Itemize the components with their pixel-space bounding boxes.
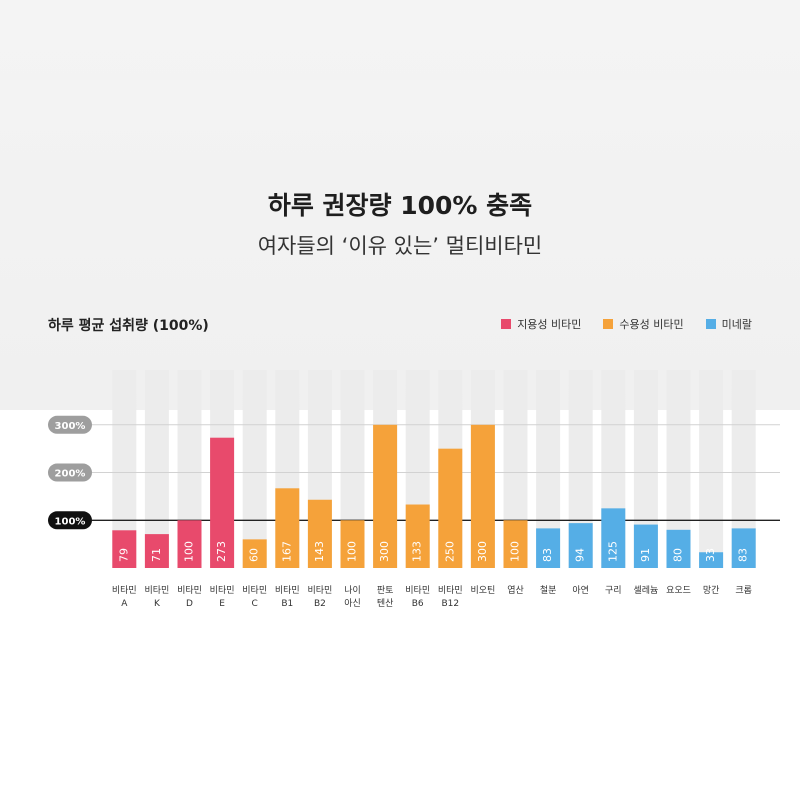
bar xyxy=(242,539,267,568)
category-label: 셀레늄 xyxy=(633,585,658,596)
reference-pill xyxy=(48,463,92,482)
bar xyxy=(275,488,300,568)
bar xyxy=(633,524,658,568)
legend-item-fat-soluble: 지용성 비타민 xyxy=(501,316,581,332)
category-label: 아연 xyxy=(572,585,589,596)
bar-track xyxy=(242,370,267,568)
bar xyxy=(144,534,169,568)
category-label: 비오틴 xyxy=(470,585,495,596)
bar xyxy=(307,499,332,568)
category-label: 비타민 xyxy=(405,585,430,596)
bar xyxy=(699,552,724,568)
bar-value-label: 100 xyxy=(183,541,196,562)
bar-value-label: 79 xyxy=(117,548,130,562)
reference-pill xyxy=(48,415,92,434)
bar-track xyxy=(699,370,724,568)
bar-value-label: 125 xyxy=(606,541,619,562)
category-label-line2: K xyxy=(154,599,161,609)
legend-label-fat-soluble: 지용성 비타민 xyxy=(517,318,582,331)
legend: 지용성 비타민 수용성 비타민 미네랄 xyxy=(501,316,752,332)
category-label-line2: 텐산 xyxy=(377,598,394,609)
category-label-line2: B12 xyxy=(441,599,459,609)
category-label-line2: 아신 xyxy=(344,598,361,609)
reference-label: 200% xyxy=(55,469,86,480)
headline: 하루 권장량 100% 충족 xyxy=(267,191,533,220)
reference-pill xyxy=(48,511,92,530)
legend-item-water-soluble: 수용성 비타민 xyxy=(603,316,684,332)
bar-value-label: 94 xyxy=(574,548,587,562)
reference-label: 100% xyxy=(55,516,86,527)
category-label: 비타민 xyxy=(307,585,332,596)
bar xyxy=(503,520,528,568)
category-label: 철분 xyxy=(540,585,557,596)
bar-value-label: 80 xyxy=(672,548,685,562)
bar-value-label: 83 xyxy=(737,548,750,562)
category-label: 크롬 xyxy=(735,585,752,596)
category-label: 비타민 xyxy=(144,585,169,596)
bar-value-label: 60 xyxy=(248,548,261,562)
category-label: 비타민 xyxy=(438,585,463,596)
legend-item-minerals: 미네랄 xyxy=(705,316,752,332)
category-label: 비타민 xyxy=(177,585,202,596)
bar-value-label: 71 xyxy=(150,548,163,562)
category-label-line2: D xyxy=(186,599,193,609)
reference-label: 300% xyxy=(55,421,86,432)
bar xyxy=(470,424,495,568)
bar xyxy=(438,448,463,568)
bar xyxy=(666,529,691,568)
category-label: 요오드 xyxy=(666,585,691,596)
bar-value-label: 33 xyxy=(704,548,717,562)
bar-value-label: 133 xyxy=(411,541,424,562)
bar-value-label: 100 xyxy=(346,541,359,562)
bar-value-label: 143 xyxy=(313,541,326,562)
category-label: 엽산 xyxy=(507,585,524,596)
bar xyxy=(210,437,235,568)
category-label-line2: B6 xyxy=(412,599,424,609)
bar-value-label: 300 xyxy=(378,541,391,562)
bar-value-label: 273 xyxy=(215,541,228,562)
category-label: 구리 xyxy=(605,585,622,596)
bar xyxy=(731,528,756,568)
bar xyxy=(112,530,137,568)
category-label: 비타민 xyxy=(275,585,300,596)
bar xyxy=(536,528,561,568)
bar-value-label: 300 xyxy=(476,541,489,562)
bar xyxy=(568,523,593,568)
category-label-line2: B1 xyxy=(281,599,293,609)
category-label-line2: A xyxy=(121,599,128,609)
header-background xyxy=(0,0,800,410)
bar-value-label: 91 xyxy=(639,548,652,562)
bar-value-label: 167 xyxy=(280,541,293,562)
category-label: 비타민 xyxy=(210,585,235,596)
bar xyxy=(373,424,398,568)
chart-title: 하루 평균 섭취량 (100%) xyxy=(48,318,209,334)
bar-value-label: 250 xyxy=(443,541,456,562)
category-label-line2: E xyxy=(219,599,225,609)
legend-swatch-water-soluble xyxy=(603,319,614,329)
category-label: 비타민 xyxy=(112,585,137,596)
bar xyxy=(340,520,365,568)
bar xyxy=(405,504,430,568)
legend-swatch-minerals xyxy=(705,319,716,329)
category-label: 나이 xyxy=(344,585,361,596)
category-label: 망간 xyxy=(703,585,720,596)
legend-label-minerals: 미네랄 xyxy=(721,318,752,331)
bar xyxy=(601,508,626,568)
bar-value-label: 100 xyxy=(509,541,522,562)
category-label-line2: C xyxy=(252,599,258,609)
bar-value-label: 83 xyxy=(541,548,554,562)
category-label: 판토 xyxy=(377,585,394,596)
bar xyxy=(177,520,202,568)
legend-swatch-fat-soluble xyxy=(501,319,512,329)
subheadline: 여자들의 ‘이유 있는’ 멀티비타민 xyxy=(257,234,543,258)
legend-label-water-soluble: 수용성 비타민 xyxy=(619,318,684,331)
category-label-line2: B2 xyxy=(314,599,326,609)
category-label: 비타민 xyxy=(242,585,267,596)
